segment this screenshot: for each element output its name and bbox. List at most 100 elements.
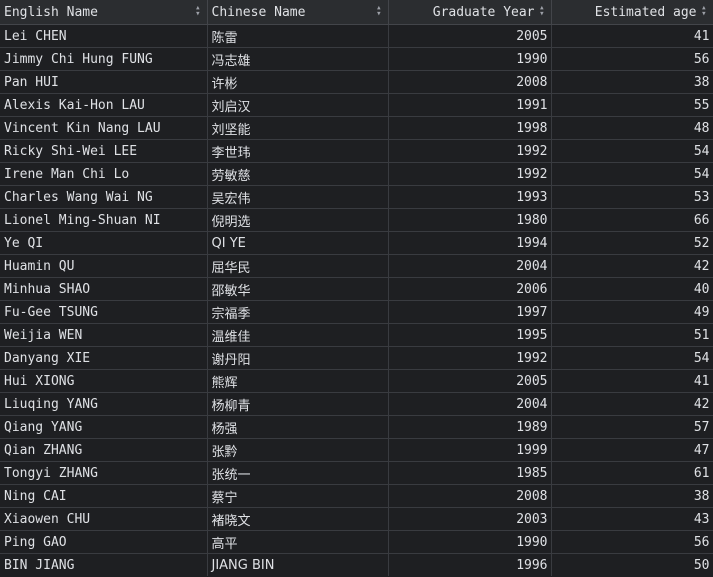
cell-estimated-age[interactable]: 57 bbox=[551, 415, 713, 439]
cell-graduate-year[interactable]: 1995 bbox=[388, 323, 552, 347]
table-row[interactable]: Ning CAI 蔡宁 2008 38 bbox=[0, 484, 713, 508]
cell-english-name[interactable]: Xiaowen CHU bbox=[0, 507, 208, 531]
cell-english-name[interactable]: Jimmy Chi Hung FUNG bbox=[0, 47, 208, 71]
cell-chinese-name[interactable]: 张黔 bbox=[207, 438, 389, 462]
table-row[interactable]: Ping GAO 高平 1990 56 bbox=[0, 530, 713, 554]
cell-chinese-name[interactable]: 冯志雄 bbox=[207, 47, 389, 71]
cell-english-name[interactable]: Ricky Shi-Wei LEE bbox=[0, 139, 208, 163]
cell-graduate-year[interactable]: 1994 bbox=[388, 231, 552, 255]
cell-graduate-year[interactable]: 1992 bbox=[388, 346, 552, 370]
cell-estimated-age[interactable]: 54 bbox=[551, 139, 713, 163]
table-row[interactable]: Minhua SHAO 邵敏华 2006 40 bbox=[0, 277, 713, 301]
cell-graduate-year[interactable]: 1985 bbox=[388, 461, 552, 485]
table-row[interactable]: Xiaowen CHU 褚晓文 2003 43 bbox=[0, 507, 713, 531]
cell-estimated-age[interactable]: 49 bbox=[551, 300, 713, 324]
cell-chinese-name[interactable]: 屈华民 bbox=[207, 254, 389, 278]
cell-estimated-age[interactable]: 38 bbox=[551, 70, 713, 94]
cell-english-name[interactable]: Qiang YANG bbox=[0, 415, 208, 439]
cell-estimated-age[interactable]: 42 bbox=[551, 254, 713, 278]
cell-chinese-name[interactable]: 杨强 bbox=[207, 415, 389, 439]
cell-estimated-age[interactable]: 54 bbox=[551, 346, 713, 370]
cell-english-name[interactable]: Lei CHEN bbox=[0, 24, 208, 48]
cell-english-name[interactable]: Fu-Gee TSUNG bbox=[0, 300, 208, 324]
cell-graduate-year[interactable]: 2004 bbox=[388, 392, 552, 416]
cell-graduate-year[interactable]: 1993 bbox=[388, 185, 552, 209]
cell-graduate-year[interactable]: 1998 bbox=[388, 116, 552, 140]
table-row[interactable]: Fu-Gee TSUNG 宗福季 1997 49 bbox=[0, 300, 713, 324]
cell-chinese-name[interactable]: 蔡宁 bbox=[207, 484, 389, 508]
table-row[interactable]: Ye QI QI YE 1994 52 bbox=[0, 231, 713, 255]
column-header-estimated-age[interactable]: Estimated age ▴ ▾ bbox=[551, 0, 713, 25]
cell-english-name[interactable]: Weijia WEN bbox=[0, 323, 208, 347]
cell-estimated-age[interactable]: 55 bbox=[551, 93, 713, 117]
cell-estimated-age[interactable]: 56 bbox=[551, 47, 713, 71]
cell-chinese-name[interactable]: 张统一 bbox=[207, 461, 389, 485]
cell-chinese-name[interactable]: 谢丹阳 bbox=[207, 346, 389, 370]
cell-estimated-age[interactable]: 40 bbox=[551, 277, 713, 301]
cell-graduate-year[interactable]: 2006 bbox=[388, 277, 552, 301]
table-row[interactable]: Jimmy Chi Hung FUNG 冯志雄 1990 56 bbox=[0, 47, 713, 71]
cell-english-name[interactable]: Pan HUI bbox=[0, 70, 208, 94]
table-row[interactable]: Tongyi ZHANG 张统一 1985 61 bbox=[0, 461, 713, 485]
cell-graduate-year[interactable]: 1990 bbox=[388, 530, 552, 554]
cell-chinese-name[interactable]: 陈雷 bbox=[207, 24, 389, 48]
cell-graduate-year[interactable]: 2005 bbox=[388, 24, 552, 48]
cell-graduate-year[interactable]: 2005 bbox=[388, 369, 552, 393]
cell-chinese-name[interactable]: 温维佳 bbox=[207, 323, 389, 347]
cell-english-name[interactable]: BIN JIANG bbox=[0, 553, 208, 576]
cell-chinese-name[interactable]: 吴宏伟 bbox=[207, 185, 389, 209]
cell-graduate-year[interactable]: 1992 bbox=[388, 162, 552, 186]
cell-estimated-age[interactable]: 41 bbox=[551, 369, 713, 393]
cell-estimated-age[interactable]: 50 bbox=[551, 553, 713, 576]
cell-estimated-age[interactable]: 38 bbox=[551, 484, 713, 508]
table-row[interactable]: Qiang YANG 杨强 1989 57 bbox=[0, 415, 713, 439]
cell-chinese-name[interactable]: 刘启汉 bbox=[207, 93, 389, 117]
cell-estimated-age[interactable]: 61 bbox=[551, 461, 713, 485]
cell-estimated-age[interactable]: 48 bbox=[551, 116, 713, 140]
cell-chinese-name[interactable]: 倪明选 bbox=[207, 208, 389, 232]
table-row[interactable]: Lei CHEN 陈雷 2005 41 bbox=[0, 24, 713, 48]
cell-estimated-age[interactable]: 66 bbox=[551, 208, 713, 232]
cell-estimated-age[interactable]: 41 bbox=[551, 24, 713, 48]
cell-graduate-year[interactable]: 2008 bbox=[388, 70, 552, 94]
cell-english-name[interactable]: Hui XIONG bbox=[0, 369, 208, 393]
table-row[interactable]: Pan HUI 许彬 2008 38 bbox=[0, 70, 713, 94]
table-row[interactable]: Weijia WEN 温维佳 1995 51 bbox=[0, 323, 713, 347]
cell-graduate-year[interactable]: 1992 bbox=[388, 139, 552, 163]
column-header-english-name[interactable]: English Name ▴ ▾ bbox=[0, 0, 208, 25]
cell-chinese-name[interactable]: QI YE bbox=[207, 231, 389, 255]
cell-estimated-age[interactable]: 53 bbox=[551, 185, 713, 209]
cell-graduate-year[interactable]: 1990 bbox=[388, 47, 552, 71]
cell-chinese-name[interactable]: 邵敏华 bbox=[207, 277, 389, 301]
table-row[interactable]: Vincent Kin Nang LAU 刘坚能 1998 48 bbox=[0, 116, 713, 140]
table-row[interactable]: Lionel Ming-Shuan NI 倪明选 1980 66 bbox=[0, 208, 713, 232]
cell-estimated-age[interactable]: 52 bbox=[551, 231, 713, 255]
sort-arrows-icon[interactable]: ▴ ▾ bbox=[376, 3, 382, 19]
table-row[interactable]: Irene Man Chi Lo 劳敏慈 1992 54 bbox=[0, 162, 713, 186]
cell-chinese-name[interactable]: 刘坚能 bbox=[207, 116, 389, 140]
table-row[interactable]: Hui XIONG 熊辉 2005 41 bbox=[0, 369, 713, 393]
sort-arrows-icon[interactable]: ▴ ▾ bbox=[701, 3, 707, 19]
cell-english-name[interactable]: Charles Wang Wai NG bbox=[0, 185, 208, 209]
cell-chinese-name[interactable]: 许彬 bbox=[207, 70, 389, 94]
table-row[interactable]: Ricky Shi-Wei LEE 李世玮 1992 54 bbox=[0, 139, 713, 163]
sort-arrows-icon[interactable]: ▴ ▾ bbox=[539, 3, 545, 19]
table-row[interactable]: Charles Wang Wai NG 吴宏伟 1993 53 bbox=[0, 185, 713, 209]
cell-english-name[interactable]: Ye QI bbox=[0, 231, 208, 255]
cell-estimated-age[interactable]: 43 bbox=[551, 507, 713, 531]
cell-chinese-name[interactable]: 高平 bbox=[207, 530, 389, 554]
cell-english-name[interactable]: Ping GAO bbox=[0, 530, 208, 554]
cell-estimated-age[interactable]: 54 bbox=[551, 162, 713, 186]
cell-graduate-year[interactable]: 1989 bbox=[388, 415, 552, 439]
cell-english-name[interactable]: Minhua SHAO bbox=[0, 277, 208, 301]
cell-english-name[interactable]: Vincent Kin Nang LAU bbox=[0, 116, 208, 140]
cell-english-name[interactable]: Huamin QU bbox=[0, 254, 208, 278]
cell-graduate-year[interactable]: 2008 bbox=[388, 484, 552, 508]
cell-chinese-name[interactable]: JIANG BIN bbox=[207, 553, 389, 576]
table-row[interactable]: Qian ZHANG 张黔 1999 47 bbox=[0, 438, 713, 462]
cell-chinese-name[interactable]: 杨柳青 bbox=[207, 392, 389, 416]
cell-estimated-age[interactable]: 47 bbox=[551, 438, 713, 462]
cell-estimated-age[interactable]: 56 bbox=[551, 530, 713, 554]
cell-english-name[interactable]: Qian ZHANG bbox=[0, 438, 208, 462]
table-row[interactable]: Huamin QU 屈华民 2004 42 bbox=[0, 254, 713, 278]
